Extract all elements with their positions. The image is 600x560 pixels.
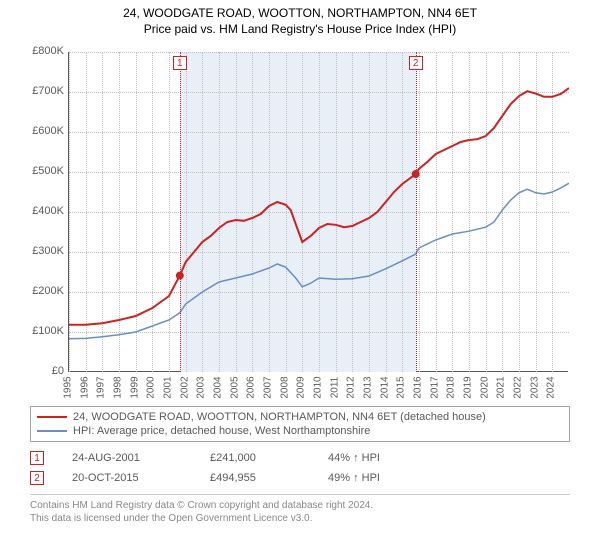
x-tick-label: 2022 bbox=[513, 375, 524, 401]
x-axis-labels: 1995199619971998199920002001200220032004… bbox=[68, 376, 568, 400]
x-tick-label: 2003 bbox=[196, 375, 207, 401]
chart-title: 24, WOODGATE ROAD, WOOTTON, NORTHAMPTON,… bbox=[0, 6, 600, 20]
legend-swatch bbox=[37, 430, 67, 432]
sale-date: 20-OCT-2015 bbox=[72, 472, 182, 484]
x-tick-label: 2012 bbox=[346, 375, 357, 401]
legend-text: 24, WOODGATE ROAD, WOOTTON, NORTHAMPTON,… bbox=[73, 411, 486, 423]
chart-container: £0 £100K £200K £300K £400K £500K £600K £700K £80… bbox=[20, 42, 580, 402]
series-line bbox=[69, 183, 569, 339]
y-tick-label: £0 bbox=[20, 365, 64, 377]
x-tick-label: 1997 bbox=[96, 375, 107, 401]
x-tick-label: 2013 bbox=[363, 375, 374, 401]
x-tick-label: 1999 bbox=[129, 375, 140, 401]
plot-area: 12 bbox=[68, 52, 568, 372]
x-tick-label: 2000 bbox=[146, 375, 157, 401]
sale-vline bbox=[180, 52, 181, 372]
x-tick-label: 2001 bbox=[163, 375, 174, 401]
x-tick-label: 2004 bbox=[213, 375, 224, 401]
x-tick-label: 2014 bbox=[379, 375, 390, 401]
y-tick-label: £500K bbox=[20, 165, 64, 177]
footer-line-1: Contains HM Land Registry data © Crown c… bbox=[30, 499, 570, 512]
x-tick-label: 2018 bbox=[446, 375, 457, 401]
x-tick-label: 1995 bbox=[63, 375, 74, 401]
legend-row: 24, WOODGATE ROAD, WOOTTON, NORTHAMPTON,… bbox=[37, 410, 563, 424]
y-tick-label: £100K bbox=[20, 325, 64, 337]
sales-table: 1 24-AUG-2001 £241,000 44% ↑ HPI 2 20-OCT-201… bbox=[30, 448, 570, 488]
x-tick-label: 2006 bbox=[246, 375, 257, 401]
x-tick-label: 2009 bbox=[296, 375, 307, 401]
legend-swatch bbox=[37, 416, 67, 418]
x-tick-label: 2020 bbox=[479, 375, 490, 401]
sale-marker-label: 2 bbox=[409, 56, 423, 70]
x-tick-label: 2021 bbox=[496, 375, 507, 401]
chart-subtitle: Price paid vs. HM Land Registry's House … bbox=[0, 22, 600, 36]
x-tick-label: 2011 bbox=[329, 375, 340, 401]
legend-text: HPI: Average price, detached house, West… bbox=[73, 425, 370, 437]
footer-line-2: This data is licensed under the Open Gov… bbox=[30, 512, 570, 525]
y-tick-label: £700K bbox=[20, 85, 64, 97]
y-tick-label: £200K bbox=[20, 285, 64, 297]
x-tick-label: 2015 bbox=[396, 375, 407, 401]
x-tick-label: 2017 bbox=[429, 375, 440, 401]
sale-row-marker: 1 bbox=[30, 451, 44, 465]
sale-vline bbox=[416, 52, 417, 372]
x-tick-label: 2008 bbox=[279, 375, 290, 401]
series-line bbox=[69, 88, 569, 325]
line-canvas bbox=[69, 52, 569, 372]
legend-row: HPI: Average price, detached house, West… bbox=[37, 424, 563, 438]
sale-delta: 49% ↑ HPI bbox=[328, 472, 380, 484]
y-tick-label: £600K bbox=[20, 125, 64, 137]
x-tick-label: 2019 bbox=[463, 375, 474, 401]
legend: 24, WOODGATE ROAD, WOOTTON, NORTHAMPTON,… bbox=[30, 406, 570, 442]
x-tick-label: 2024 bbox=[546, 375, 557, 401]
sale-row: 1 24-AUG-2001 £241,000 44% ↑ HPI bbox=[30, 448, 570, 468]
x-tick-label: 1996 bbox=[79, 375, 90, 401]
x-tick-label: 2010 bbox=[313, 375, 324, 401]
sale-row: 2 20-OCT-2015 £494,955 49% ↑ HPI bbox=[30, 468, 570, 488]
x-tick-label: 2002 bbox=[179, 375, 190, 401]
x-tick-label: 2023 bbox=[529, 375, 540, 401]
sale-price: £241,000 bbox=[210, 452, 300, 464]
sale-price: £494,955 bbox=[210, 472, 300, 484]
sale-marker-label: 1 bbox=[173, 56, 187, 70]
x-tick-label: 2016 bbox=[413, 375, 424, 401]
y-tick-label: £300K bbox=[20, 245, 64, 257]
footer: Contains HM Land Registry data © Crown c… bbox=[30, 494, 570, 525]
sale-date: 24-AUG-2001 bbox=[72, 452, 182, 464]
x-tick-label: 1998 bbox=[113, 375, 124, 401]
x-tick-label: 2007 bbox=[263, 375, 274, 401]
y-tick-label: £400K bbox=[20, 205, 64, 217]
sale-delta: 44% ↑ HPI bbox=[328, 452, 380, 464]
y-tick-label: £800K bbox=[20, 45, 64, 57]
sale-row-marker: 2 bbox=[30, 471, 44, 485]
x-tick-label: 2005 bbox=[229, 375, 240, 401]
